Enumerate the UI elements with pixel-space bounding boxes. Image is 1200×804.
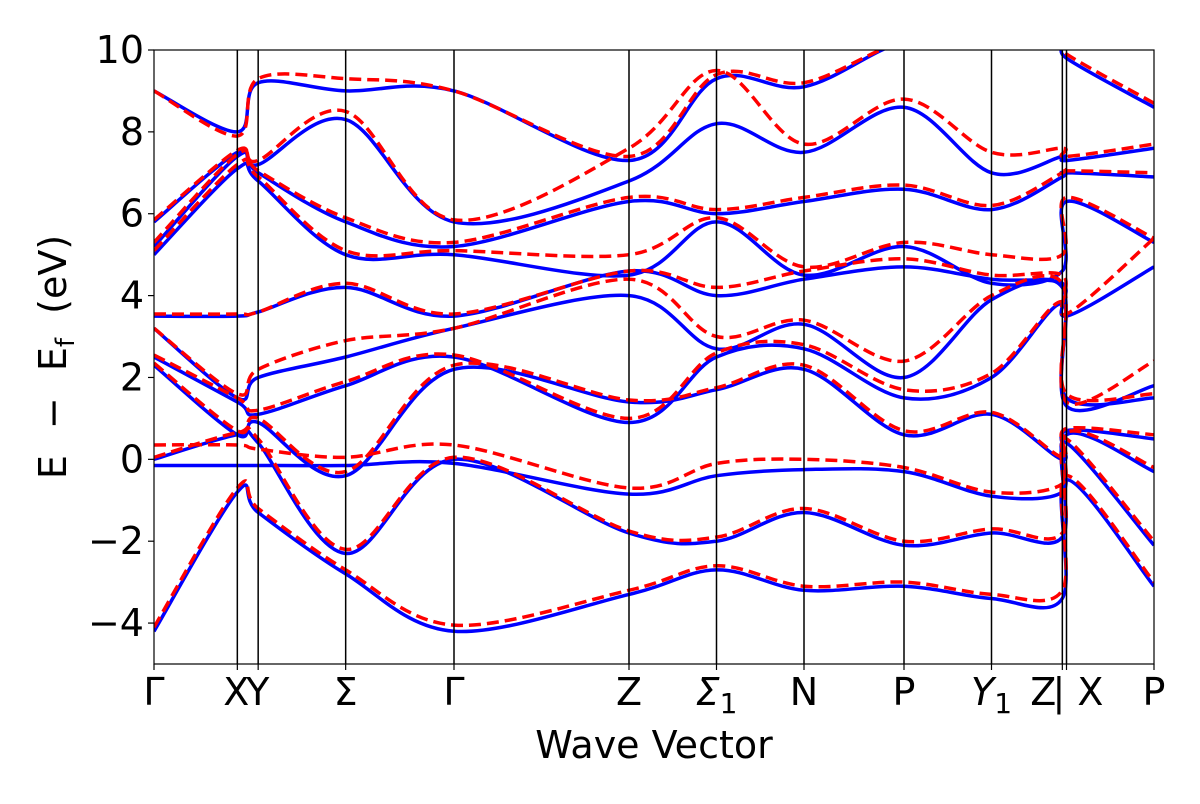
x-tick-label-9: P xyxy=(893,670,916,714)
y-tick-label-7: 8 xyxy=(120,110,144,154)
x-tick-label-12: | X xyxy=(1053,670,1104,715)
dashed-band-11 xyxy=(154,50,1154,159)
y-axis-label-ef: E xyxy=(31,347,75,371)
solid-band-4 xyxy=(154,363,1154,479)
y-axis-label-minus: − xyxy=(31,397,75,429)
solid-band-6 xyxy=(154,277,1154,413)
bands-layer xyxy=(154,50,1154,634)
plot-frame xyxy=(153,49,1155,665)
y-tick-label-4: 2 xyxy=(120,355,144,399)
solid-band-5 xyxy=(154,302,1154,425)
x-tick-label-3: Y xyxy=(245,670,270,714)
x-tick-label-2: X xyxy=(223,670,249,714)
dashed-band-7 xyxy=(154,236,1154,317)
y-tick-label-6: 6 xyxy=(120,192,144,236)
kpoint-lines xyxy=(236,50,1068,664)
dashed-band-9 xyxy=(154,148,1154,245)
y-axis-label-sub: f xyxy=(51,337,81,347)
y-tick-label-3: 0 xyxy=(120,437,144,481)
x-tick-label-4: Σ xyxy=(334,670,358,714)
y-tick-label-1: −4 xyxy=(88,601,144,645)
solid-band-1 xyxy=(154,478,1154,634)
dashed-band-2 xyxy=(154,435,1154,543)
dashed-band-4 xyxy=(154,361,1154,475)
y-axis-label-e: E xyxy=(31,455,75,479)
solid-band-10 xyxy=(154,105,1154,226)
dashed-band-10 xyxy=(154,68,1154,223)
x-tick-label-10: Y1 xyxy=(971,670,1012,720)
y-axis-label: E − Ef (eV) xyxy=(31,235,83,479)
x-tick-label-5: Γ xyxy=(443,670,464,714)
x-tick-label-7: Σ1 xyxy=(696,670,738,720)
x-tick-label-6: Z xyxy=(616,670,642,714)
solid-band-11 xyxy=(154,50,1154,163)
y-axis-ticks: −4 −2 0 2 4 6 8 10 xyxy=(88,28,154,645)
x-tick-label-8: N xyxy=(790,670,818,714)
x-tick-label-13: P xyxy=(1143,670,1166,714)
y-tick-label-5: 4 xyxy=(120,274,144,318)
x-tick-label-11: Z xyxy=(1030,670,1056,714)
solid-band-8 xyxy=(154,161,1154,287)
y-tick-label-8: 10 xyxy=(96,28,144,72)
x-axis-label: Wave Vector xyxy=(535,723,773,767)
y-axis-label-unit: (eV) xyxy=(31,235,75,314)
x-tick-label-1: Γ xyxy=(143,670,164,714)
y-tick-label-2: −2 xyxy=(88,519,144,563)
